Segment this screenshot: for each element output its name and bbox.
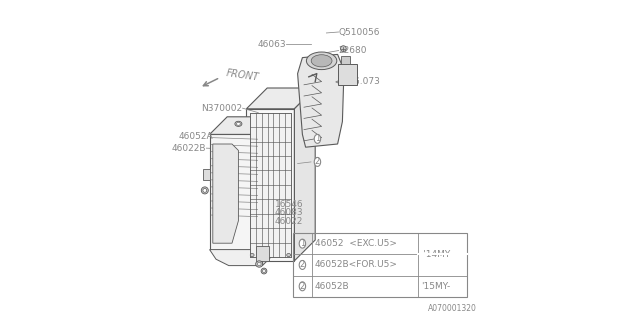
Text: 46022: 46022 [275,217,303,226]
Polygon shape [338,64,357,85]
Text: 46052B: 46052B [315,282,349,291]
Polygon shape [262,237,275,266]
Text: '15MY-: '15MY- [421,282,450,291]
Text: 46063: 46063 [257,40,285,49]
Ellipse shape [300,239,306,248]
Text: 1: 1 [300,239,305,248]
Text: A070001320: A070001320 [428,304,477,313]
Ellipse shape [300,282,306,291]
Text: 46052A: 46052A [178,132,212,141]
Ellipse shape [287,253,291,257]
Polygon shape [204,169,210,180]
Polygon shape [341,56,351,64]
Polygon shape [259,117,277,250]
Ellipse shape [340,46,346,52]
Text: 1: 1 [315,134,320,143]
Text: 46052  <EXC.U5>: 46052 <EXC.U5> [315,239,397,248]
Text: Q510056: Q510056 [339,28,380,36]
Ellipse shape [300,260,306,269]
Ellipse shape [235,121,242,126]
Text: 2: 2 [315,157,320,166]
Text: 2: 2 [300,260,305,269]
Polygon shape [298,54,344,147]
Polygon shape [246,109,294,261]
Ellipse shape [255,261,262,267]
Ellipse shape [257,262,261,266]
Ellipse shape [261,268,267,274]
Ellipse shape [201,187,209,194]
Ellipse shape [314,157,321,166]
Text: 2: 2 [300,282,305,291]
Polygon shape [210,117,277,134]
Ellipse shape [237,123,241,125]
Polygon shape [250,113,291,257]
Ellipse shape [203,188,207,192]
Ellipse shape [250,253,254,257]
Text: 16546: 16546 [275,200,303,209]
Ellipse shape [314,134,321,143]
Text: FIG.073: FIG.073 [346,77,380,86]
Ellipse shape [307,52,337,70]
Text: 22680: 22680 [339,46,367,55]
Text: 46083: 46083 [275,208,303,217]
Polygon shape [294,88,315,261]
Text: N370002: N370002 [202,104,243,113]
Polygon shape [210,134,259,250]
Ellipse shape [311,55,332,67]
Ellipse shape [262,269,266,273]
Text: -'14MY: -'14MY [421,250,451,259]
Text: 46022B: 46022B [172,144,206,153]
Polygon shape [256,246,269,261]
Text: 46052B<FOR.U5>: 46052B<FOR.U5> [315,260,397,269]
Polygon shape [212,144,239,243]
Polygon shape [210,250,262,266]
Polygon shape [246,88,315,109]
Text: FRONT: FRONT [226,68,260,83]
